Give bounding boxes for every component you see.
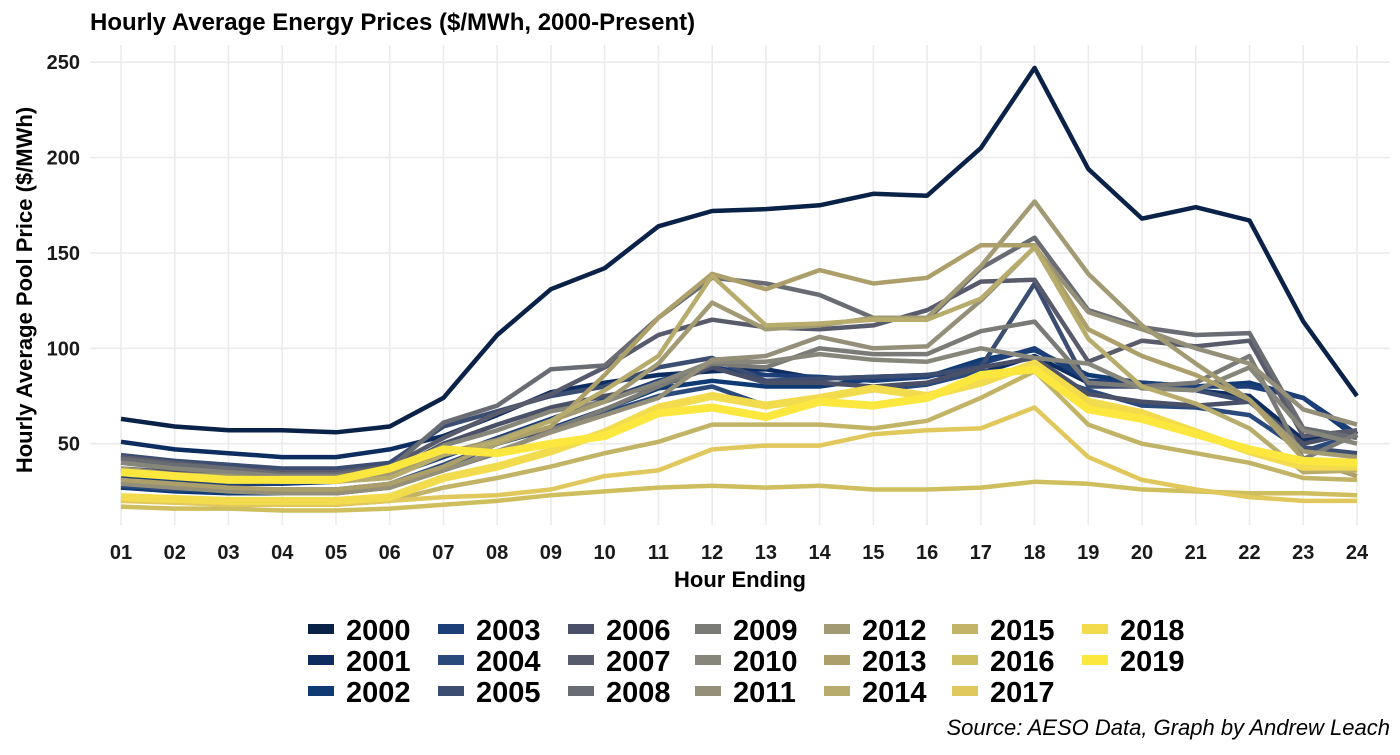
legend-swatch-2004 (438, 655, 464, 665)
legend-swatch-2000 (308, 624, 334, 634)
legend-swatch-2010 (695, 655, 721, 665)
x-tick-label: 10 (594, 542, 616, 564)
legend-label-2008: 2008 (606, 677, 671, 709)
legend-label-2002: 2002 (346, 677, 411, 709)
legend-swatch-2008 (568, 686, 594, 696)
legend-swatch-2005 (438, 686, 464, 696)
x-tick-label: 24 (1346, 542, 1369, 564)
legend-label-2016: 2016 (990, 646, 1055, 678)
x-tick-label: 22 (1238, 542, 1260, 564)
x-tick-label: 11 (648, 542, 669, 564)
x-tick-label: 04 (271, 542, 294, 564)
legend-label-2000: 2000 (346, 615, 411, 647)
legend-label-2006: 2006 (606, 615, 671, 647)
legend-swatch-2009 (695, 624, 721, 634)
legend-swatch-2017 (952, 686, 978, 696)
x-tick-label: 16 (916, 542, 938, 564)
y-tick-label: 50 (58, 434, 80, 456)
legend-label-2019: 2019 (1120, 646, 1185, 678)
x-tick-label: 09 (540, 542, 562, 564)
legend-label-2013: 2013 (862, 646, 927, 678)
legend-label-2007: 2007 (606, 646, 671, 678)
legend-swatch-2016 (952, 655, 978, 665)
legend-swatch-2011 (695, 686, 721, 696)
legend-swatch-2018 (1082, 624, 1108, 634)
x-tick-label: 18 (1023, 542, 1045, 564)
series-line-2019 (120, 365, 1358, 484)
x-tick-label: 03 (217, 542, 239, 564)
legend-label-2017: 2017 (990, 677, 1055, 709)
legend-label-2012: 2012 (862, 615, 927, 647)
legend-swatch-2006 (568, 624, 594, 634)
series-line-2016 (120, 479, 1358, 513)
legend-swatch-2013 (824, 655, 850, 665)
x-tick-label: 23 (1292, 542, 1314, 564)
x-axis-title: Hour Ending (674, 567, 806, 592)
x-tick-label: 07 (432, 542, 454, 564)
x-tick-label: 20 (1131, 542, 1153, 564)
series-line-2013 (120, 243, 1358, 492)
legend-label-2015: 2015 (990, 615, 1055, 647)
x-tick-label: 14 (808, 542, 831, 564)
legend-label-2011: 2011 (733, 677, 796, 709)
legend-label-2003: 2003 (476, 615, 541, 647)
legend-swatch-2003 (438, 624, 464, 634)
legend-label-2010: 2010 (733, 646, 798, 678)
x-tick-label: 06 (379, 542, 401, 564)
x-tick-label: 17 (970, 542, 992, 564)
legend-swatch-2019 (1082, 655, 1108, 665)
series-lines (120, 65, 1359, 513)
legend-swatch-2012 (824, 624, 850, 634)
x-tick-label: 19 (1077, 542, 1099, 564)
legend-swatch-2002 (308, 686, 334, 696)
axes: 01 02 03 04 05 06 07 08 09 10 11 12 13 14 15 16 17 18 19 20… (47, 52, 1369, 564)
chart-caption: Source: AESO Data, Graph by Andrew Leach (947, 715, 1391, 740)
x-tick-label: 13 (755, 542, 777, 564)
x-tick-label: 21 (1185, 542, 1207, 564)
y-tick-label: 250 (47, 52, 80, 74)
x-tick-label: 02 (164, 542, 186, 564)
legend-swatch-2014 (824, 686, 850, 696)
series-line-2006 (120, 355, 1358, 481)
x-tick-label: 05 (325, 542, 347, 564)
series-line-2000 (120, 65, 1359, 435)
x-tick-label: 15 (862, 542, 884, 564)
y-tick-label: 200 (47, 148, 80, 170)
legend-label-2004: 2004 (476, 646, 541, 678)
x-tick-label: 12 (701, 542, 723, 564)
legend-swatch-2001 (308, 655, 334, 665)
x-tick-label: 08 (486, 542, 508, 564)
series-line-2018 (120, 359, 1357, 505)
legend-label-2001: 2001 (346, 646, 411, 678)
legend-label-2005: 2005 (476, 677, 541, 709)
x-tick-label: 01 (110, 542, 132, 564)
y-axis-title: Hourly Average Pool Price ($/MWh) (12, 107, 37, 473)
y-tick-label: 100 (47, 338, 80, 360)
chart-title: Hourly Average Energy Prices ($/MWh, 200… (90, 9, 695, 36)
legend-swatch-2015 (952, 624, 978, 634)
legend-label-2018: 2018 (1120, 615, 1185, 647)
legend-swatch-2007 (568, 655, 594, 665)
legend-label-2014: 2014 (862, 677, 927, 709)
legend-label-2009: 2009 (733, 615, 798, 647)
y-tick-label: 150 (47, 243, 80, 265)
